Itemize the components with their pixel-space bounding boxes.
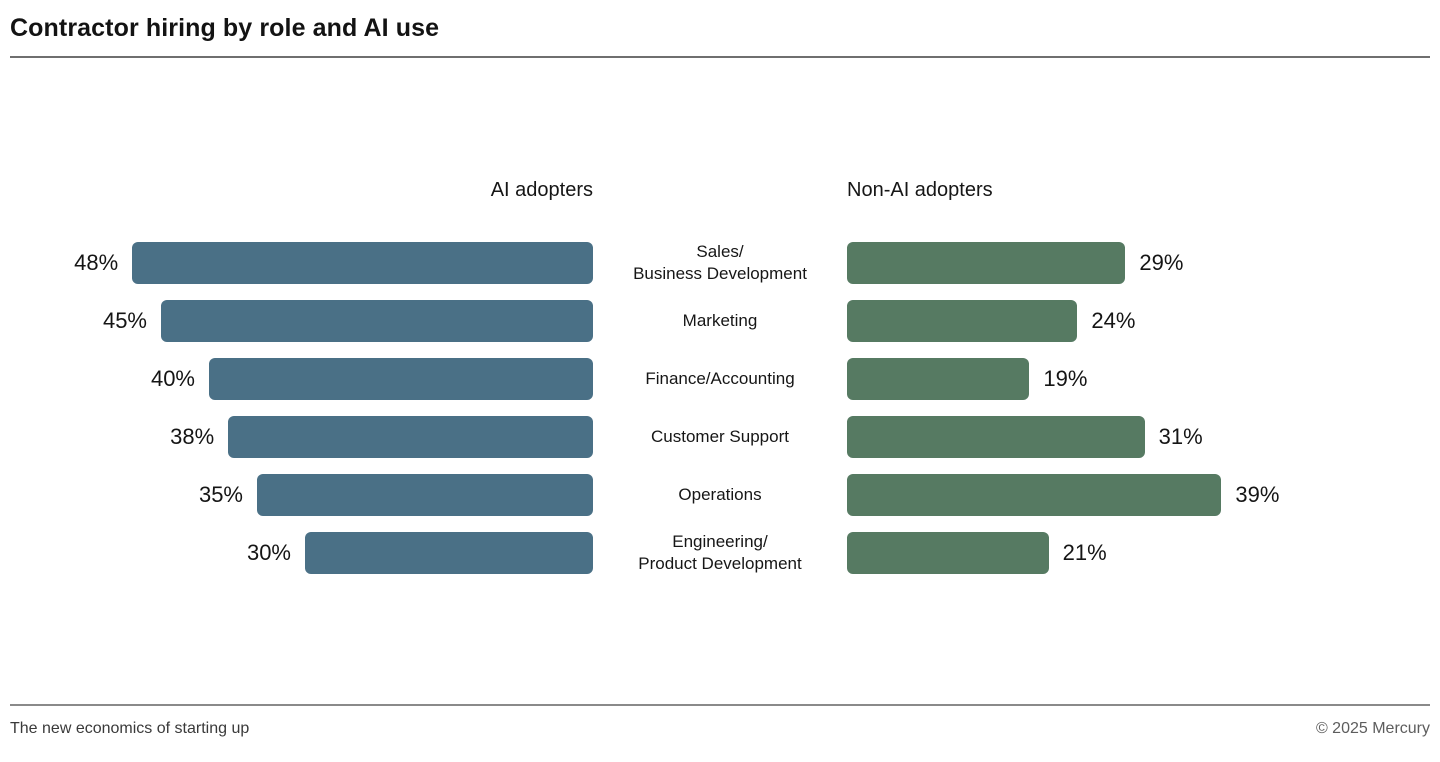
page-header: Contractor hiring by role and AI use xyxy=(0,0,1440,58)
category-cell: Finance/Accounting xyxy=(593,350,847,408)
category-label: Operations xyxy=(678,485,762,504)
non-ai-value-label: 39% xyxy=(1235,482,1280,507)
footer-row: The new economics of starting up © 2025 … xyxy=(10,720,1430,738)
ai-cell: 40% xyxy=(0,350,593,408)
category-cell: Engineering/ Product Development xyxy=(593,524,847,582)
chart-rows: 48% Sales/ Business Development 29% 45% … xyxy=(0,234,1440,582)
category-cell: Sales/ Business Development xyxy=(593,234,847,292)
ai-cell: 35% xyxy=(0,466,593,524)
chart-row: 48% Sales/ Business Development 29% xyxy=(0,234,1440,292)
ai-value-label: 30% xyxy=(246,540,291,565)
ai-value-label: 35% xyxy=(198,482,243,507)
left-series-header: AI adopters xyxy=(490,179,593,201)
non-ai-value-label: 29% xyxy=(1139,250,1184,275)
ai-value-label: 38% xyxy=(170,424,215,449)
chart-row: 30% Engineering/ Product Development 21% xyxy=(0,524,1440,582)
ai-value-label: 40% xyxy=(150,366,195,391)
right-series-header: Non-AI adopters xyxy=(847,179,993,201)
page-footer: The new economics of starting up © 2025 … xyxy=(0,704,1440,738)
non-ai-value-label: 21% xyxy=(1062,540,1107,565)
series-header-row: AI adopters Non-AI adopters xyxy=(0,178,1440,202)
category-cell: Marketing xyxy=(593,292,847,350)
chart-row: 35% Operations 39% xyxy=(0,466,1440,524)
non-ai-bar xyxy=(847,358,1030,400)
ai-bar xyxy=(257,474,593,516)
category-label: Sales/ Business Development xyxy=(633,242,807,283)
category-label: Engineering/ Product Development xyxy=(638,532,802,573)
grouped-bar-chart: AI adopters Non-AI adopters 48% Sales/ B… xyxy=(0,178,1440,582)
category-cell: Operations xyxy=(593,466,847,524)
ai-bar xyxy=(161,300,593,342)
non-ai-cell: 21% xyxy=(847,524,1440,582)
non-ai-value-label: 24% xyxy=(1091,308,1136,333)
non-ai-value-label: 19% xyxy=(1043,366,1088,391)
non-ai-cell: 19% xyxy=(847,350,1440,408)
category-label: Marketing xyxy=(682,311,758,330)
non-ai-cell: 29% xyxy=(847,234,1440,292)
ai-bar xyxy=(132,242,593,284)
title-divider xyxy=(10,56,1430,58)
ai-value-label: 45% xyxy=(102,308,147,333)
non-ai-cell: 31% xyxy=(847,408,1440,466)
page-title: Contractor hiring by role and AI use xyxy=(10,14,440,42)
non-ai-cell: 39% xyxy=(847,466,1440,524)
footer-tagline: The new economics of starting up xyxy=(10,720,250,737)
non-ai-bar xyxy=(847,474,1222,516)
category-column-spacer xyxy=(593,178,847,202)
non-ai-bar xyxy=(847,532,1049,574)
non-ai-cell: 24% xyxy=(847,292,1440,350)
chart-row: 38% Customer Support 31% xyxy=(0,408,1440,466)
non-ai-bar xyxy=(847,416,1145,458)
footer-copyright: © 2025 Mercury xyxy=(1315,720,1430,737)
ai-cell: 38% xyxy=(0,408,593,466)
category-cell: Customer Support xyxy=(593,408,847,466)
category-label: Finance/Accounting xyxy=(645,369,795,388)
ai-bar xyxy=(228,416,593,458)
category-label: Customer Support xyxy=(651,427,789,446)
non-ai-bar xyxy=(847,242,1126,284)
ai-cell: 45% xyxy=(0,292,593,350)
non-ai-bar xyxy=(847,300,1078,342)
non-ai-value-label: 31% xyxy=(1158,424,1203,449)
footer-divider xyxy=(10,704,1430,706)
chart-row: 45% Marketing 24% xyxy=(0,292,1440,350)
chart-row: 40% Finance/Accounting 19% xyxy=(0,350,1440,408)
ai-value-label: 48% xyxy=(74,250,119,275)
ai-bar xyxy=(305,532,593,574)
ai-cell: 30% xyxy=(0,524,593,582)
ai-bar xyxy=(209,358,593,400)
ai-cell: 48% xyxy=(0,234,593,292)
